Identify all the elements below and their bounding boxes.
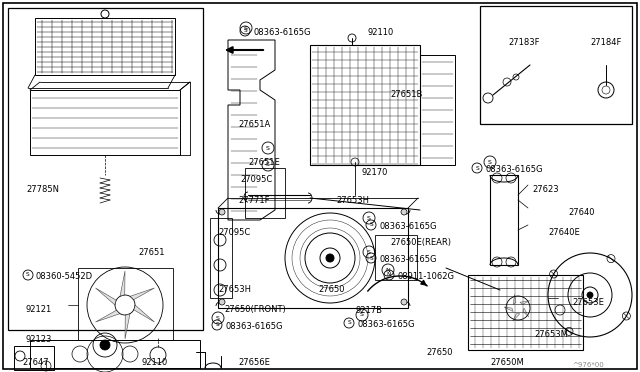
Bar [490, 175, 518, 265]
Text: 27184F: 27184F [590, 38, 621, 47]
Text: S: S [367, 250, 371, 254]
Bar [375, 235, 417, 280]
Circle shape [100, 340, 110, 350]
Text: 92110: 92110 [368, 28, 394, 37]
Text: 27651E: 27651E [248, 158, 280, 167]
Circle shape [219, 209, 225, 215]
Text: 27095C: 27095C [218, 228, 250, 237]
Polygon shape [120, 271, 125, 296]
Bar [480, 6, 632, 124]
Text: 27623: 27623 [532, 185, 559, 194]
Bar [310, 45, 420, 165]
Text: 27653H: 27653H [336, 196, 369, 205]
Text: 27647: 27647 [22, 358, 49, 367]
Text: 27785N: 27785N [26, 185, 59, 194]
Text: S: S [360, 312, 364, 317]
Bar [245, 168, 285, 218]
Bar [218, 208, 408, 308]
Text: S: S [488, 160, 492, 164]
Text: 92110: 92110 [142, 358, 168, 367]
Polygon shape [95, 310, 120, 322]
Circle shape [401, 299, 407, 305]
Circle shape [219, 299, 225, 305]
Text: 92121: 92121 [26, 305, 52, 314]
Polygon shape [513, 314, 520, 321]
Text: 92170: 92170 [362, 168, 388, 177]
Text: S: S [266, 163, 270, 167]
Text: N: N [387, 273, 391, 278]
Text: S: S [215, 323, 219, 327]
Polygon shape [520, 301, 530, 304]
Circle shape [401, 209, 407, 215]
Text: 27651B: 27651B [390, 90, 422, 99]
Text: 27653M: 27653M [534, 330, 568, 339]
Bar [30, 340, 200, 368]
Text: 27650: 27650 [318, 285, 344, 294]
Polygon shape [35, 18, 175, 75]
Text: 08911-1062G: 08911-1062G [397, 272, 454, 281]
Circle shape [326, 254, 334, 262]
Text: S: S [367, 215, 371, 221]
Text: N: N [386, 267, 390, 273]
Polygon shape [125, 314, 130, 339]
Text: S: S [369, 222, 373, 228]
Text: 27095C: 27095C [240, 175, 272, 184]
Text: 27650: 27650 [426, 348, 452, 357]
Polygon shape [95, 288, 116, 305]
Text: 27650(FRONT): 27650(FRONT) [224, 305, 285, 314]
Bar [14, 346, 54, 370]
Polygon shape [523, 308, 529, 317]
Text: S: S [266, 145, 270, 151]
Text: 92123: 92123 [26, 335, 52, 344]
Polygon shape [130, 288, 154, 300]
Text: 27653H: 27653H [218, 285, 251, 294]
Text: 08363-6165G: 08363-6165G [357, 320, 415, 329]
Text: 27650M: 27650M [490, 358, 524, 367]
Text: 27640E: 27640E [548, 228, 580, 237]
Polygon shape [228, 40, 275, 220]
Text: 27656E: 27656E [238, 358, 270, 367]
Bar [8, 8, 203, 330]
Circle shape [587, 292, 593, 298]
Text: 08363-6165G: 08363-6165G [225, 322, 282, 331]
Polygon shape [134, 305, 154, 322]
Text: 27771F: 27771F [238, 196, 269, 205]
Text: S: S [216, 315, 220, 321]
Text: 27183F: 27183F [508, 38, 540, 47]
Polygon shape [513, 294, 516, 304]
Text: S: S [347, 321, 351, 326]
Text: 08363-6165G: 08363-6165G [485, 165, 543, 174]
Text: 9217B: 9217B [356, 306, 383, 315]
Text: 08363-6165G: 08363-6165G [379, 255, 436, 264]
Text: S: S [243, 29, 247, 33]
Circle shape [101, 10, 109, 18]
Polygon shape [504, 307, 513, 311]
Bar [420, 55, 455, 165]
Bar [78, 268, 173, 340]
Text: ^976*00: ^976*00 [572, 362, 604, 368]
Bar [468, 275, 583, 350]
Text: 27640: 27640 [568, 208, 595, 217]
Text: 08363-6165G: 08363-6165G [379, 222, 436, 231]
Text: 08363-6165G: 08363-6165G [253, 28, 310, 37]
Text: 27651: 27651 [138, 248, 164, 257]
Text: S: S [475, 166, 479, 170]
Text: 27650E(REAR): 27650E(REAR) [390, 238, 451, 247]
Text: S: S [244, 26, 248, 31]
Text: S: S [26, 273, 30, 278]
Text: 27653E: 27653E [572, 298, 604, 307]
Text: 27651A: 27651A [238, 120, 270, 129]
Bar [210, 218, 232, 298]
Text: 08360-5452D: 08360-5452D [36, 272, 93, 281]
Text: S: S [369, 256, 373, 260]
Bar [30, 90, 180, 155]
